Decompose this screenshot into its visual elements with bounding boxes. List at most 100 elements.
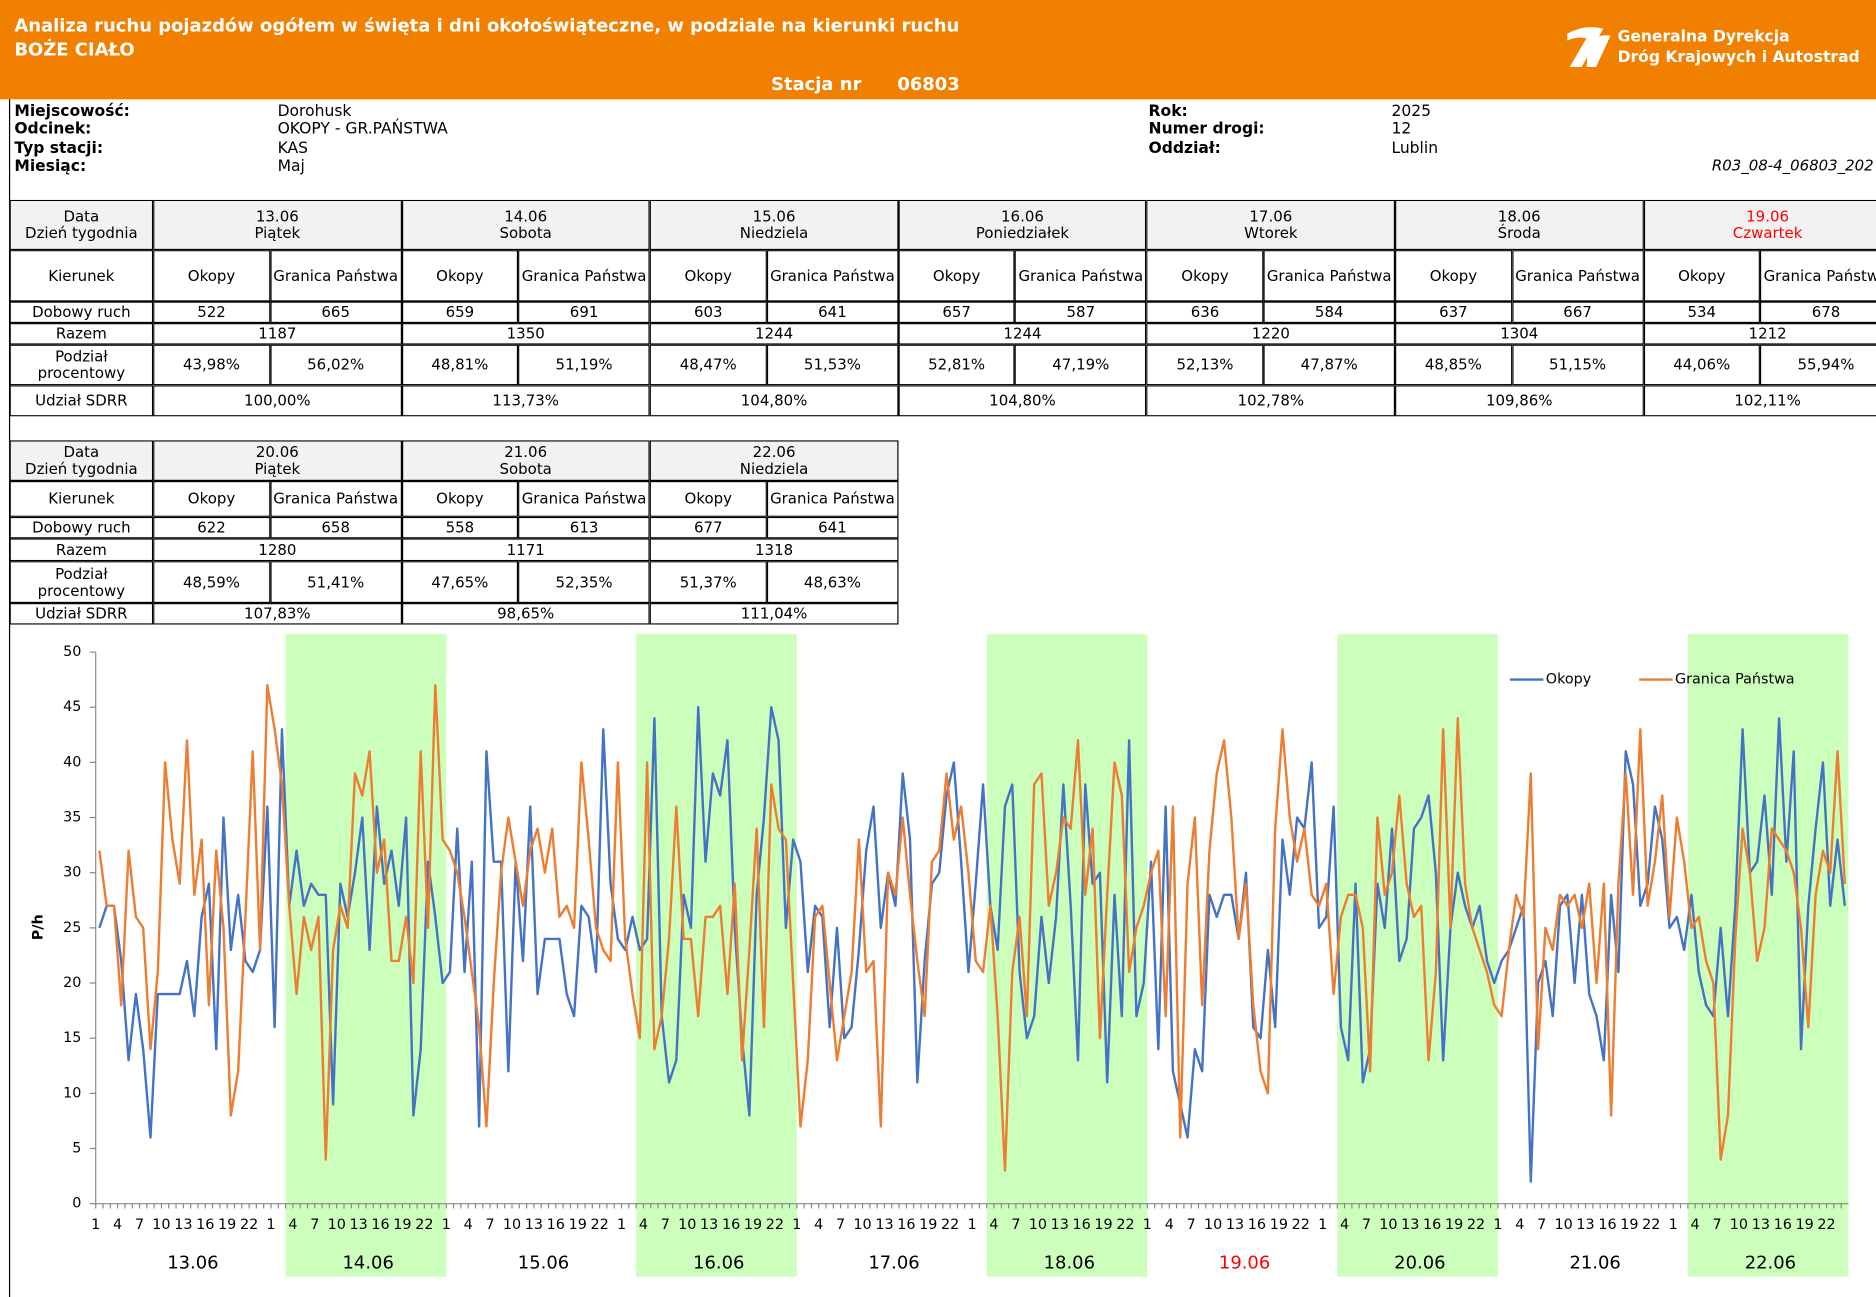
table-cell: 677 bbox=[649, 516, 767, 539]
table-cell: 1244 bbox=[649, 323, 899, 345]
x-tick-label: 22 bbox=[1642, 1217, 1660, 1233]
cell-total: 1171 bbox=[401, 538, 650, 562]
cell-share: 48,47% bbox=[649, 344, 767, 386]
day-header: 17.06 Wtorek bbox=[1146, 199, 1396, 251]
cell-daily: 584 bbox=[1263, 301, 1396, 324]
cell-directions-text: Okopy bbox=[1678, 266, 1726, 285]
cell-total-text: 1212 bbox=[1748, 324, 1787, 343]
day-label: 15.06 bbox=[518, 1252, 569, 1273]
cell-directions-text: Granica Państwa bbox=[1266, 266, 1392, 285]
table-cell: Podział procentowy bbox=[9, 561, 154, 604]
cell-share-text: 52,35% bbox=[555, 572, 613, 591]
x-tick-label: 10 bbox=[1029, 1217, 1047, 1233]
x-tick-label: 13 bbox=[700, 1217, 718, 1233]
table-cell: 48,47% bbox=[649, 344, 767, 386]
cell-directions-text: Okopy bbox=[932, 266, 981, 285]
x-tick-label: 7 bbox=[1537, 1217, 1546, 1233]
info-value: 2025 bbox=[1391, 102, 1431, 120]
cell-directions: Okopy bbox=[649, 480, 767, 517]
cell-share-text: 47,87% bbox=[1300, 355, 1358, 374]
table-cell: 1304 bbox=[1395, 323, 1644, 345]
x-tick-label: 16 bbox=[547, 1217, 565, 1233]
row-label-text: Dzień tygodnia bbox=[25, 459, 138, 478]
table-cell: 47,65% bbox=[401, 561, 519, 604]
cell-daily: 522 bbox=[153, 301, 270, 324]
x-tick-label: 13 bbox=[1752, 1217, 1770, 1233]
day-header-text: Sobota bbox=[499, 223, 552, 242]
table-cell: 113,73% bbox=[401, 385, 650, 417]
row-label-text: Kierunek bbox=[48, 266, 115, 285]
table-cell: Udział SDRR bbox=[9, 603, 154, 625]
x-tick-label: 10 bbox=[678, 1217, 696, 1233]
day-label: 22.06 bbox=[1745, 1252, 1796, 1273]
info-value: 12 bbox=[1391, 120, 1411, 138]
x-tick-label: 22 bbox=[1116, 1217, 1134, 1233]
table-cell: 51,53% bbox=[766, 344, 899, 386]
table-cell: 47,19% bbox=[1015, 344, 1147, 386]
x-tick-label: 1 bbox=[1318, 1217, 1327, 1233]
cell-sdrr: 102,11% bbox=[1643, 385, 1876, 417]
row-label: Dobowy ruch bbox=[9, 301, 154, 324]
x-tick-label: 4 bbox=[464, 1217, 473, 1233]
cell-total-text: 1280 bbox=[258, 540, 297, 559]
y-tick-label: 20 bbox=[63, 975, 81, 991]
cell-directions-text: Okopy bbox=[187, 266, 236, 285]
x-tick-label: 10 bbox=[1379, 1217, 1397, 1233]
table-cell: Dobowy ruch bbox=[9, 516, 154, 539]
cell-share-text: 47,65% bbox=[431, 572, 489, 591]
table-cell: 48,59% bbox=[153, 561, 270, 604]
table-cell: Okopy bbox=[649, 480, 767, 517]
table-cell: 52,81% bbox=[898, 344, 1016, 386]
row-label-text: Razem bbox=[55, 540, 107, 559]
table-cell: Okopy bbox=[401, 480, 519, 517]
cell-sdrr: 98,65% bbox=[401, 603, 650, 625]
day-header: 14.06 Sobota bbox=[401, 199, 650, 251]
cell-sdrr: 104,80% bbox=[898, 385, 1147, 417]
x-tick-label: 16 bbox=[1073, 1217, 1091, 1233]
cell-sdrr-text: 111,04% bbox=[740, 604, 808, 623]
table-cell: 104,80% bbox=[898, 385, 1147, 417]
table-cell: 665 bbox=[269, 301, 402, 324]
cell-directions: Okopy bbox=[401, 250, 519, 302]
cell-total-text: 1187 bbox=[258, 324, 297, 343]
cell-directions: Okopy bbox=[153, 250, 270, 302]
cell-directions: Granica Państwa bbox=[766, 480, 899, 517]
table-cell: 641 bbox=[766, 301, 899, 324]
table-cell: 111,04% bbox=[649, 603, 899, 625]
cell-daily: 641 bbox=[766, 516, 899, 539]
cell-directions: Okopy bbox=[1643, 250, 1761, 302]
cell-daily: 657 bbox=[898, 301, 1016, 324]
table-cell: 98,65% bbox=[401, 603, 650, 625]
cell-daily-text: 636 bbox=[1190, 302, 1220, 321]
table-cell: Podział procentowy bbox=[9, 344, 154, 386]
cell-share: 51,15% bbox=[1511, 344, 1644, 386]
day-header-text: 22.06 bbox=[752, 443, 796, 461]
cell-share: 56,02% bbox=[269, 344, 402, 386]
cell-sdrr-text: 113,73% bbox=[492, 391, 559, 410]
cell-directions: Granica Państwa bbox=[1511, 250, 1644, 302]
x-tick-label: 22 bbox=[1292, 1217, 1310, 1233]
cell-share-text: 55,94% bbox=[1797, 355, 1855, 374]
cell-total-text: 1171 bbox=[506, 540, 545, 559]
table-cell: 1244 bbox=[898, 323, 1147, 345]
cell-share-text: 44,06% bbox=[1673, 355, 1731, 374]
table-cell: 637 bbox=[1395, 301, 1512, 324]
y-axis-label: P/h bbox=[30, 914, 46, 940]
table-cell: Udział SDRR bbox=[9, 385, 154, 417]
cell-total: 1280 bbox=[153, 538, 402, 562]
cell-share-text: 51,19% bbox=[555, 355, 613, 374]
table-cell: 56,02% bbox=[269, 344, 402, 386]
x-tick-label: 4 bbox=[1691, 1217, 1700, 1233]
cell-directions: Granica Państwa bbox=[766, 250, 899, 302]
table-cell: 102,11% bbox=[1643, 385, 1876, 417]
table-cell: 657 bbox=[898, 301, 1016, 324]
cell-total-text: 1220 bbox=[1251, 324, 1290, 343]
cell-total-text: 1350 bbox=[506, 324, 545, 343]
info-label: Oddział: bbox=[1149, 139, 1221, 157]
